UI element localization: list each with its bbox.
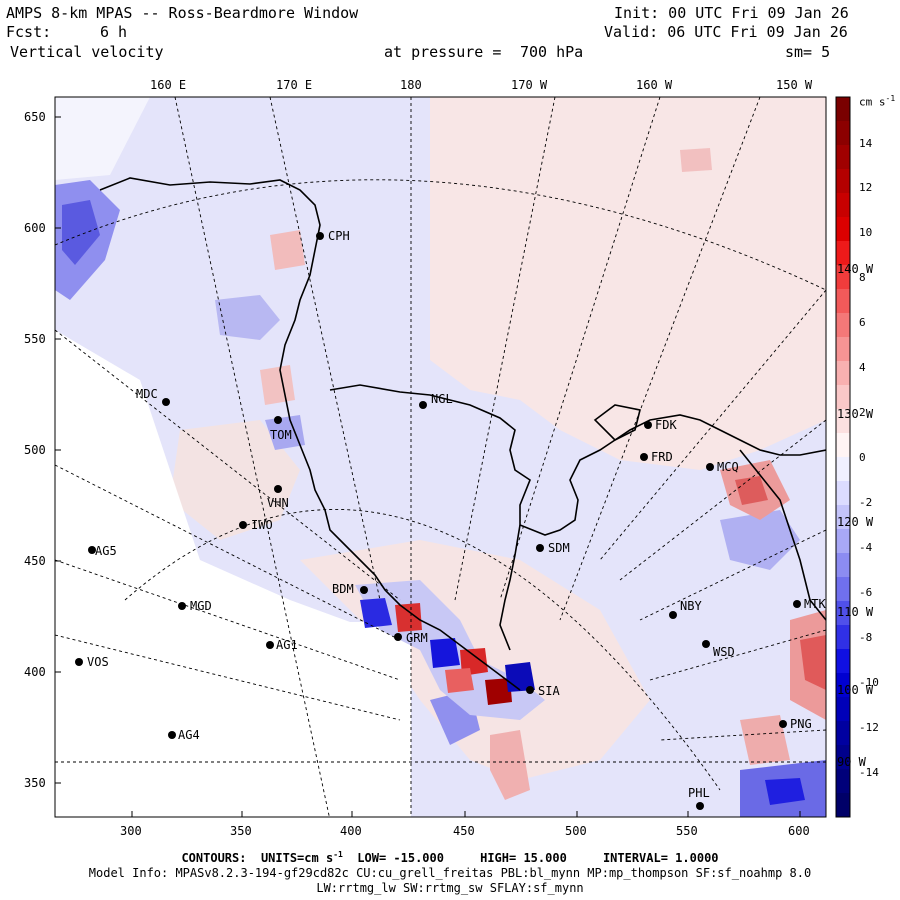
station-label: VHN	[267, 496, 289, 510]
lon-label: 130 W	[837, 407, 874, 421]
lon-label: 120 W	[837, 515, 874, 529]
model-info-line2: LW:rrtmg_lw SW:rrtmg_sw SFLAY:sf_mynn	[316, 881, 584, 895]
y-tick-label: 450	[24, 554, 46, 568]
x-tick-label: 350	[230, 824, 252, 838]
station-label: CPH	[328, 229, 350, 243]
lon-label: 160 E	[150, 78, 187, 92]
colorbar-label: -12	[859, 721, 879, 734]
lon-label: 140 W	[837, 262, 874, 276]
colorbar-unit: cm s-1	[859, 94, 896, 109]
forecast-value: 6 h	[100, 23, 128, 41]
graticule	[55, 97, 826, 817]
init-time: Init: 00 UTC Fri 09 Jan 26	[614, 4, 849, 22]
station-label: AG4	[178, 728, 200, 742]
coastline	[99, 177, 826, 691]
colorbar-label: -4	[859, 541, 873, 554]
station-label: FDK	[655, 418, 677, 432]
lon-label: 160 W	[636, 78, 673, 92]
station-label: FRD	[651, 450, 673, 464]
x-tick-label: 600	[788, 824, 810, 838]
lon-label: 170 E	[276, 78, 313, 92]
smoothing-value: sm= 5	[785, 43, 831, 61]
station-label: AG1	[276, 638, 298, 652]
plot-frame	[54, 96, 827, 818]
pressure-label: at pressure =	[384, 43, 502, 61]
colorbar-label: 4	[859, 361, 866, 374]
y-tick-label: 350	[24, 776, 46, 790]
y-tick-label: 400	[24, 665, 46, 679]
station-label: GRM	[406, 631, 428, 645]
lon-label: 170 W	[511, 78, 548, 92]
colorbar-label: -10	[859, 676, 879, 689]
colorbar-label: 6	[859, 316, 866, 329]
y-tick-label: 500	[24, 443, 46, 457]
forecast-label: Fcst:	[6, 23, 52, 41]
station-label: SIA	[538, 684, 560, 698]
colorbar-label: -6	[859, 586, 873, 599]
colorbar-label: 8	[859, 271, 866, 284]
station-label: MGD	[190, 599, 212, 613]
station-label: IWO	[251, 518, 273, 532]
y-tick-label: 600	[24, 221, 46, 235]
station-label: WSD	[713, 645, 735, 659]
station-label: SDM	[548, 541, 570, 555]
station-label: PNG	[790, 717, 812, 731]
x-tick-label: 450	[453, 824, 475, 838]
x-tick-label: 500	[565, 824, 587, 838]
lon-label: 180	[400, 78, 422, 92]
station-label: MTK	[804, 597, 826, 611]
x-tick-label: 300	[120, 824, 142, 838]
colorbar-label: 14	[859, 137, 873, 150]
colorbar-label: 0	[859, 451, 866, 464]
station-label: BDM	[332, 582, 354, 596]
contour-info: CONTOURS: UNITS=cm s-1 LOW= -15.000 HIGH…	[181, 850, 719, 865]
map-plot-area	[55, 97, 826, 817]
colorbar-label: 2	[859, 406, 866, 419]
lon-label: 100 W	[837, 683, 874, 697]
map-title: AMPS 8-km MPAS -- Ross-Beardmore Window	[6, 4, 359, 22]
station-label: VOS	[87, 655, 109, 669]
station-markers	[75, 232, 801, 810]
station-label: MCQ	[717, 460, 739, 474]
station-label: NGL	[431, 392, 453, 406]
field-name: Vertical velocity	[10, 43, 164, 61]
lon-label: 110 W	[837, 605, 874, 619]
lon-label: 90 W	[837, 755, 866, 769]
colorbar-label: -8	[859, 631, 873, 644]
colorbar-label: -2	[859, 496, 873, 509]
x-tick-label: 550	[676, 824, 698, 838]
colorbar-label: 12	[859, 181, 873, 194]
station-label: PHL	[688, 786, 710, 800]
valid-time: Valid: 06 UTC Fri 09 Jan 26	[604, 23, 848, 41]
colorbar-label: -14	[859, 766, 879, 779]
y-tick-label: 550	[24, 332, 46, 346]
station-label: MDC	[136, 387, 158, 401]
station-label: NBY	[680, 599, 702, 613]
axis-ticks	[55, 116, 801, 817]
y-tick-label: 650	[24, 110, 46, 124]
lon-label: 150 W	[776, 78, 813, 92]
model-info: Model Info: MPASv8.2.3-194-gf29cd82c CU:…	[88, 866, 812, 880]
station-label: AG5	[95, 544, 117, 558]
station-label: TOM	[270, 428, 292, 442]
pressure-value: 700 hPa	[520, 43, 584, 61]
colorbar	[835, 96, 851, 818]
colorbar-label: 10	[859, 226, 873, 239]
x-tick-label: 400	[340, 824, 362, 838]
